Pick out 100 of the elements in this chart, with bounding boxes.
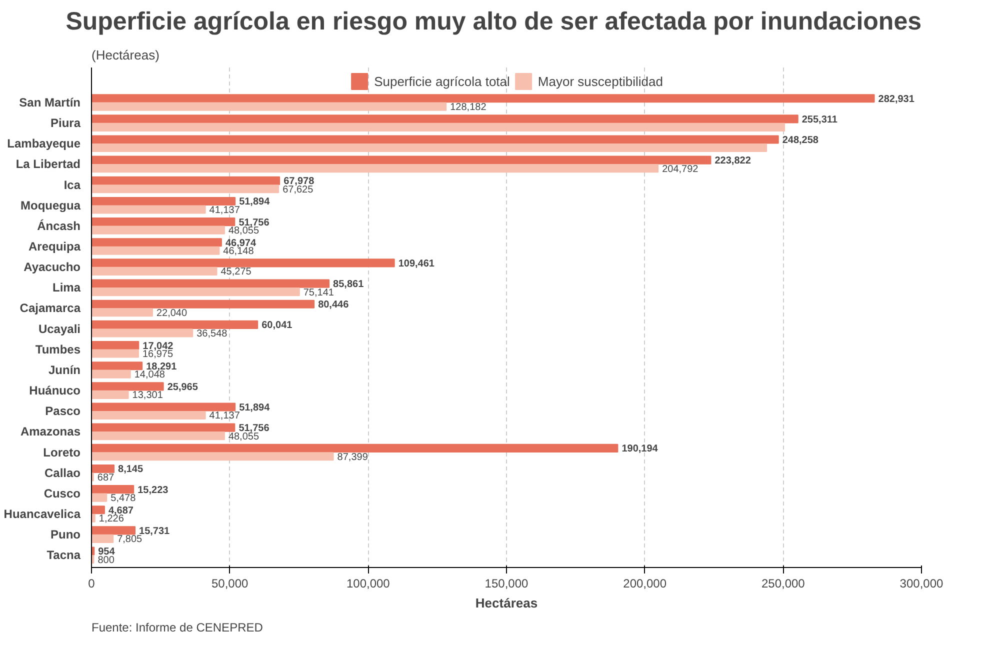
data-label: 46,974 bbox=[225, 238, 256, 249]
y-tick-label: Arequipa bbox=[28, 240, 81, 254]
data-label: 18,291 bbox=[146, 361, 178, 372]
bar bbox=[92, 410, 206, 420]
bar bbox=[92, 423, 236, 432]
bar bbox=[92, 184, 280, 194]
y-tick-label: Ica bbox=[64, 178, 81, 192]
x-tick-label: 100,000 bbox=[346, 576, 390, 590]
data-label: 255,311 bbox=[802, 114, 838, 126]
data-label: 75,141 bbox=[303, 287, 334, 298]
data-label: 51,894 bbox=[239, 402, 270, 414]
bar bbox=[92, 506, 105, 514]
bar bbox=[92, 114, 798, 124]
data-label: 687 bbox=[97, 472, 115, 484]
data-label: 41,137 bbox=[209, 410, 240, 422]
y-tick-label: Pasco bbox=[45, 404, 81, 418]
data-label: 15,731 bbox=[139, 526, 170, 537]
data-label: 282,931 bbox=[878, 94, 915, 105]
bar bbox=[92, 287, 300, 296]
data-label: 16,975 bbox=[142, 349, 174, 360]
bar bbox=[92, 143, 768, 152]
bar bbox=[92, 485, 134, 494]
bar bbox=[92, 176, 280, 185]
bar bbox=[92, 514, 96, 522]
y-tick-label: Lima bbox=[52, 280, 81, 295]
data-label: 87,399 bbox=[337, 452, 368, 463]
data-label: 13,301 bbox=[132, 390, 164, 402]
bar bbox=[92, 102, 447, 111]
bar bbox=[92, 238, 222, 247]
y-tick-label: Loreto bbox=[43, 445, 81, 460]
x-tick-label: 200,000 bbox=[623, 576, 667, 590]
bar bbox=[92, 196, 236, 206]
data-label: 128,182 bbox=[450, 102, 487, 114]
x-tick-label: 50,000 bbox=[211, 576, 249, 590]
data-label: 48,055 bbox=[228, 431, 260, 442]
y-tick-label: Puno bbox=[50, 528, 81, 542]
bar bbox=[92, 402, 236, 412]
data-label: 15,223 bbox=[138, 484, 169, 496]
data-label: 60,041 bbox=[262, 320, 293, 332]
data-label: 80,446 bbox=[318, 300, 350, 311]
y-tick-label: La Libertad bbox=[16, 157, 81, 172]
y-tick-label: Huánuco bbox=[29, 384, 81, 398]
bar bbox=[92, 300, 315, 308]
chart-title: Superficie agrícola en riesgo muy alto de ser afectada por inundaciones bbox=[66, 8, 922, 36]
data-label: 204,792 bbox=[662, 164, 699, 175]
data-label: 67,625 bbox=[282, 184, 314, 196]
bar bbox=[92, 432, 225, 440]
y-tick-label: Huancavelica bbox=[4, 507, 81, 521]
bar bbox=[92, 258, 395, 268]
data-label: 41,137 bbox=[209, 204, 240, 216]
chart-subtitle: (Hectáreas) bbox=[92, 48, 160, 62]
data-label: 17,042 bbox=[142, 340, 174, 352]
bar bbox=[92, 122, 786, 132]
x-tick-label: 250,000 bbox=[761, 576, 806, 590]
data-label: 46,148 bbox=[223, 246, 254, 258]
y-tick-label: Ucayali bbox=[38, 322, 80, 336]
bar bbox=[92, 226, 225, 234]
bar bbox=[92, 390, 129, 399]
bar bbox=[92, 246, 220, 255]
bar bbox=[92, 320, 258, 329]
data-label: 7,805 bbox=[117, 534, 143, 546]
x-tick-label: 150,000 bbox=[484, 576, 529, 590]
y-tick-label: Callao bbox=[44, 466, 81, 480]
y-tick-label: Cajamarca bbox=[20, 301, 81, 316]
y-tick-label: Moquegua bbox=[20, 198, 81, 212]
bar bbox=[92, 464, 115, 474]
data-label: 85,861 bbox=[333, 279, 364, 290]
bar bbox=[92, 156, 712, 164]
data-label: 51,756 bbox=[238, 217, 270, 228]
bar bbox=[92, 362, 143, 370]
bar bbox=[92, 534, 114, 543]
data-label: 14,048 bbox=[134, 370, 166, 381]
bar bbox=[92, 205, 206, 214]
y-tick-label: Tumbes bbox=[35, 342, 81, 356]
bar bbox=[92, 279, 330, 288]
bar bbox=[92, 444, 618, 452]
data-label: 51,894 bbox=[239, 196, 270, 208]
y-tick-label: Cusco bbox=[44, 486, 81, 500]
data-label: 190,194 bbox=[622, 444, 658, 455]
data-label: 1,226 bbox=[98, 514, 124, 525]
bar bbox=[92, 308, 153, 317]
legend-label: Mayor susceptibilidad bbox=[538, 74, 663, 88]
y-tick-label: Tacna bbox=[46, 548, 81, 562]
x-axis-title: Hectáreas bbox=[475, 596, 538, 610]
bar bbox=[92, 370, 131, 378]
x-tick-label: 0 bbox=[88, 576, 96, 590]
data-label: 8,145 bbox=[118, 464, 144, 476]
data-label: 109,461 bbox=[398, 258, 435, 270]
source-note: Fuente: Informe de CENEPRED bbox=[92, 620, 264, 634]
y-tick-label: Ayacucho bbox=[24, 260, 80, 274]
bar bbox=[92, 135, 779, 144]
data-label: 248,258 bbox=[782, 135, 819, 146]
bar bbox=[92, 526, 136, 535]
bar bbox=[92, 452, 334, 461]
data-label: 223,822 bbox=[714, 156, 752, 167]
data-label: 36,548 bbox=[196, 328, 228, 340]
x-tick-label: 300,000 bbox=[900, 576, 944, 590]
data-label: 800 bbox=[98, 554, 115, 566]
y-tick-label: San Martín bbox=[19, 95, 80, 110]
y-tick-label: Piura bbox=[50, 116, 81, 130]
